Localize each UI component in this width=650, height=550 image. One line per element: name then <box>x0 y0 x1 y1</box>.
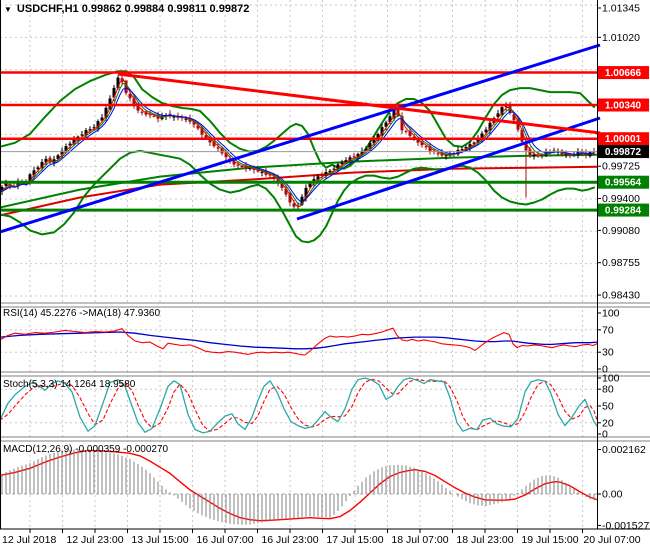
indicator-axis-label: 100 <box>602 308 620 320</box>
descending-resistance-trendline <box>117 72 601 135</box>
trendlines <box>0 43 601 234</box>
indicator-axis-label: 100 <box>602 373 620 385</box>
svg-text:0.99564: 0.99564 <box>605 178 642 189</box>
indicator-axis-label: 80 <box>602 384 614 396</box>
macd-axis-label: 0.002162 <box>602 444 646 456</box>
indicator-axis-label: 50 <box>602 401 614 413</box>
svg-text:0.99284: 0.99284 <box>605 206 642 217</box>
time-axis-label: 17 Jul 15:00 <box>326 534 383 546</box>
macd-histogram <box>1 449 595 525</box>
price-axis-label: 0.99080 <box>602 225 640 237</box>
panel-borders <box>0 0 650 530</box>
svg-text:1.00666: 1.00666 <box>605 68 642 79</box>
time-axis-label: 12 Jul 2018 <box>2 534 56 546</box>
svg-text:1.00001: 1.00001 <box>605 134 642 145</box>
price-badge-resistance <box>598 98 649 112</box>
time-axis-label: 12 Jul 23:00 <box>66 534 123 546</box>
price-axis: 1.01345 1.01020 0.99725 0.99400 0.99080 0.987… <box>597 3 649 532</box>
price-axis-label: 1.01345 <box>602 3 640 15</box>
time-axis: 12 Jul 2018 12 Jul 23:00 13 Jul 15:00 16 Ju… <box>2 529 641 546</box>
chevron-down-icon[interactable]: ▼ <box>4 4 12 14</box>
time-axis-label: 18 Jul 23:00 <box>456 534 513 546</box>
time-axis-label: 19 Jul 15:00 <box>521 534 578 546</box>
svg-text:0.99872: 0.99872 <box>605 147 642 158</box>
price-badge-support <box>598 203 649 217</box>
price-axis-label: 0.98755 <box>602 257 640 269</box>
time-axis-label: 16 Jul 07:00 <box>196 534 253 546</box>
indicator-axis-label: 30 <box>602 347 614 359</box>
time-axis-label: 18 Jul 07:00 <box>391 534 448 546</box>
price-badge-current <box>598 145 649 159</box>
price-badge-support <box>598 175 649 189</box>
chart-title-bar: ▼ USDCHF,H1 0.99862 0.99884 0.99811 0.99… <box>4 3 249 15</box>
macd-panel <box>0 449 598 522</box>
indicator-axis-label: 70 <box>602 324 614 336</box>
price-axis-label: 0.99400 <box>602 193 640 205</box>
time-axis-label: 16 Jul 23:00 <box>261 534 318 546</box>
price-badge-resistance <box>598 66 649 80</box>
macd-axis-label: -0.001527 <box>602 520 649 532</box>
svg-text:1.00340: 1.00340 <box>605 100 642 111</box>
rsi-indicator-label: RSI(14) 45.2276 ->MA(18) 47.9360 <box>3 308 161 319</box>
macd-axis-label: 0.00 <box>602 489 623 501</box>
stochastic-panel <box>0 377 598 434</box>
price-axis-label: 0.99725 <box>602 161 640 173</box>
indicator-axis-label: 0 <box>602 429 608 441</box>
symbol-ohlc-title: USDCHF,H1 0.99862 0.99884 0.99811 0.9987… <box>16 3 250 15</box>
fast-moving-averages <box>0 78 595 207</box>
macd-indicator-label: MACD(12,26,9) -0.000359 -0.000270 <box>3 444 169 455</box>
price-axis-label: 0.98430 <box>602 290 640 302</box>
rsi-panel <box>0 327 598 356</box>
indicator-axis-label: 0 <box>602 364 608 376</box>
ascending-channel-upper-trendline <box>0 43 601 234</box>
ascending-channel-lower-trendline <box>296 116 601 221</box>
time-axis-label: 20 Jul 07:00 <box>583 534 640 546</box>
indicator-axis-label: 20 <box>602 417 614 429</box>
stochastic-indicator-label: Stoch(5,3,3) 14.1264 18.9580 <box>3 379 136 390</box>
price-axis-label: 1.01020 <box>602 32 640 44</box>
slow-moving-averages <box>0 153 598 217</box>
price-badge-resistance <box>598 132 649 146</box>
time-axis-label: 13 Jul 15:00 <box>131 534 188 546</box>
